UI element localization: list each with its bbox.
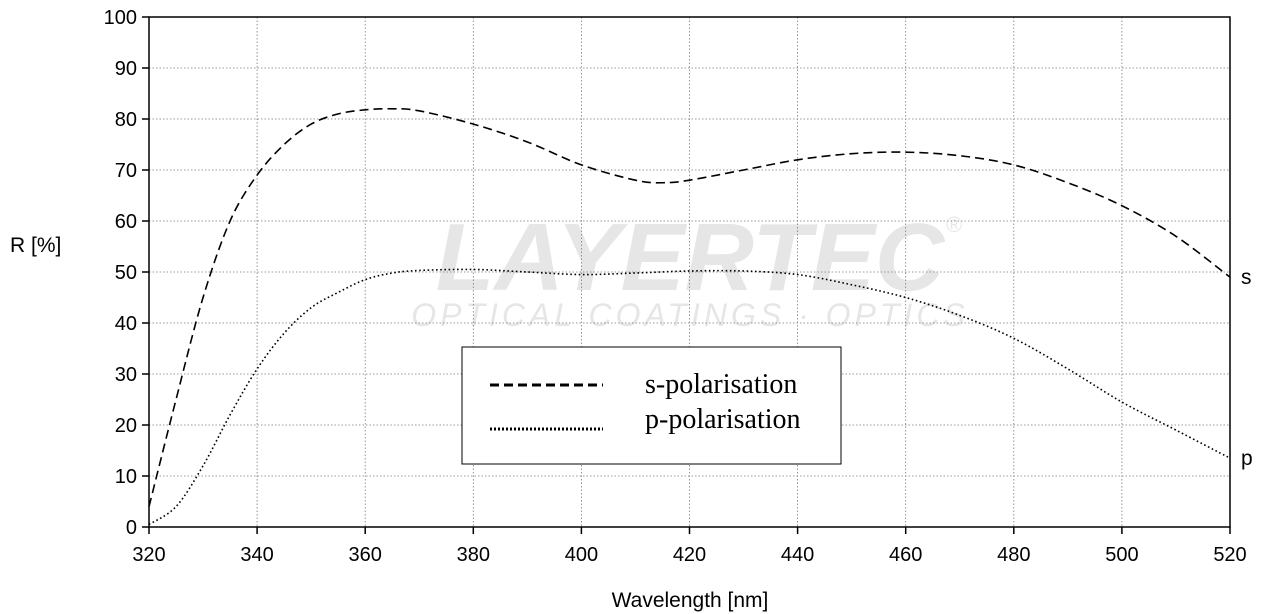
axis-ticks — [142, 16, 1231, 534]
y-tick-label-10: 10 — [115, 466, 137, 488]
x-tick-label-480: 480 — [997, 544, 1030, 566]
y-axis-title: R [%] — [10, 234, 61, 257]
x-tick-label-380: 380 — [457, 544, 490, 566]
x-tick-label-500: 500 — [1105, 544, 1138, 566]
series-lines — [148, 107, 1231, 526]
series-line-s — [148, 107, 1231, 507]
series-end-labels: sp — [1241, 266, 1253, 470]
watermark-brand: LAYERTEC — [436, 204, 946, 311]
y-tick-label-40: 40 — [115, 313, 137, 335]
y-tick-label-0: 0 — [126, 517, 137, 539]
legend-label-s: s-polarisation — [645, 369, 797, 400]
watermark-logo: LAYERTEC ® OPTICAL COATINGS · OPTICS — [411, 204, 969, 333]
series-end-label-p: p — [1241, 447, 1253, 470]
x-tick-label-400: 400 — [565, 544, 598, 566]
watermark-tagline: OPTICAL COATINGS · OPTICS — [411, 297, 969, 333]
y-tick-label-100: 100 — [104, 7, 137, 29]
x-tick-label-520: 520 — [1213, 544, 1246, 566]
x-tick-label-340: 340 — [240, 544, 273, 566]
y-tick-label-70: 70 — [115, 160, 137, 182]
x-tick-label-360: 360 — [349, 544, 382, 566]
legend-label-p: p-polarisation — [645, 404, 801, 435]
legend-box — [461, 346, 842, 465]
series-line-p — [148, 268, 1231, 526]
y-tick-label-50: 50 — [115, 262, 137, 284]
x-axis-title: Wavelength [nm] — [612, 589, 769, 612]
y-tick-label-30: 30 — [115, 364, 137, 386]
y-tick-label-60: 60 — [115, 211, 137, 233]
grid-lines — [149, 17, 1230, 527]
y-tick-label-20: 20 — [115, 415, 137, 437]
x-tick-label-460: 460 — [889, 544, 922, 566]
y-tick-labels: 0 10 20 30 40 50 60 70 80 90 100 — [104, 7, 137, 539]
x-tick-label-440: 440 — [781, 544, 814, 566]
legend: s-polarisation p-polarisation — [461, 346, 842, 465]
x-tick-label-320: 320 — [132, 544, 165, 566]
watermark-registered-mark: ® — [946, 212, 962, 237]
x-tick-label-420: 420 — [673, 544, 706, 566]
y-tick-label-80: 80 — [115, 109, 137, 131]
x-tick-labels: 320 340 360 380 400 420 440 460 480 500 520 — [132, 544, 1246, 566]
y-tick-label-90: 90 — [115, 58, 137, 80]
series-end-label-s: s — [1241, 266, 1252, 289]
